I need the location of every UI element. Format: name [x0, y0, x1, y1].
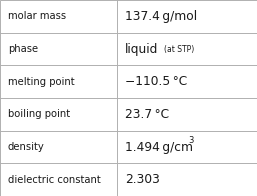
Text: 2.303: 2.303 — [125, 173, 160, 186]
Text: melting point: melting point — [8, 77, 74, 87]
Text: phase: phase — [8, 44, 38, 54]
Text: 137.4 g/mol: 137.4 g/mol — [125, 10, 197, 23]
Text: dielectric constant: dielectric constant — [8, 175, 100, 185]
Text: density: density — [8, 142, 44, 152]
Text: boiling point: boiling point — [8, 109, 70, 119]
Text: (at STP): (at STP) — [164, 45, 195, 54]
Text: molar mass: molar mass — [8, 11, 66, 21]
Text: 23.7 °C: 23.7 °C — [125, 108, 169, 121]
Text: 3: 3 — [188, 136, 194, 145]
Text: liquid: liquid — [125, 43, 158, 55]
Text: −110.5 °C: −110.5 °C — [125, 75, 187, 88]
Text: 1.494 g/cm: 1.494 g/cm — [125, 141, 193, 153]
